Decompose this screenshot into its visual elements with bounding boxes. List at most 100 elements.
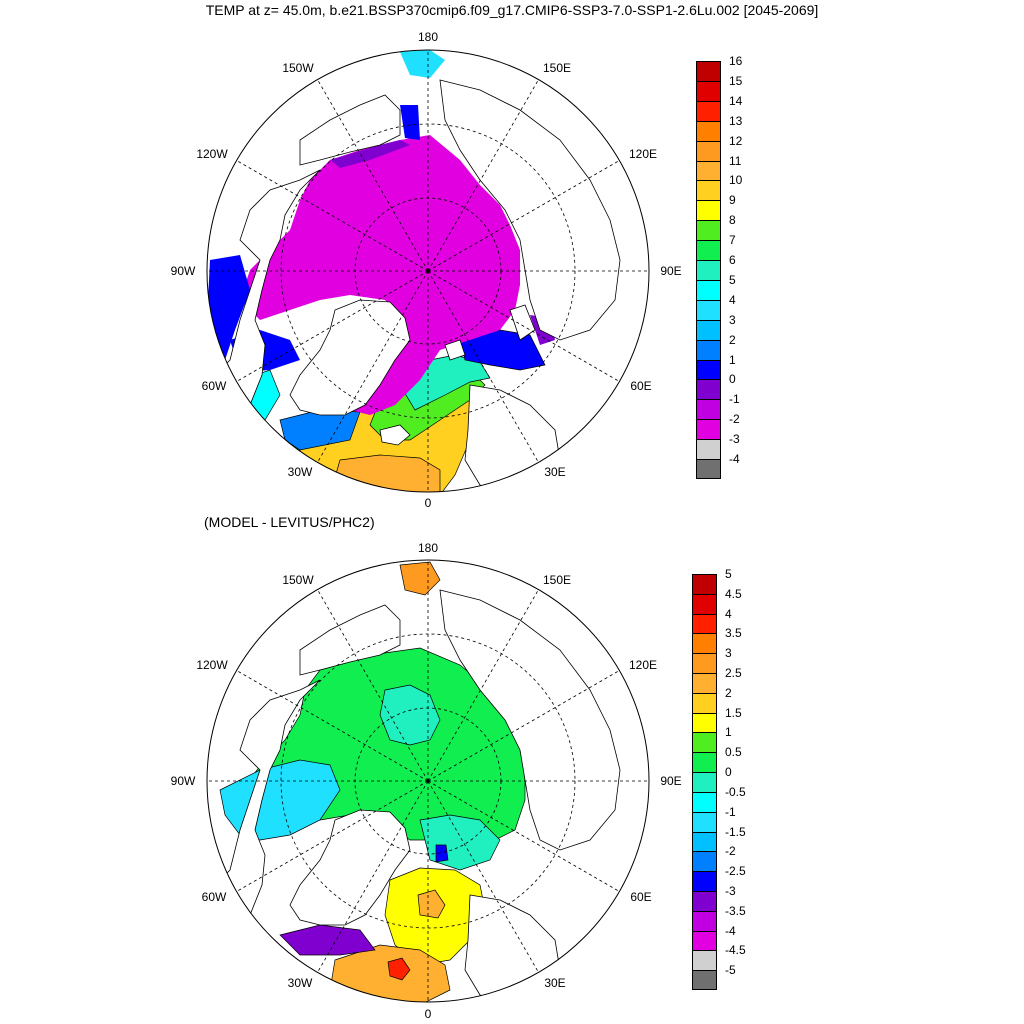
bottom-colorbar-label: -1 [725,804,736,819]
labrador-anomaly [279,924,376,956]
top-colorbar-swatch [696,279,721,300]
bottom-colorbar-swatch [692,633,717,654]
top-colorbar-swatch [696,140,721,161]
bering-cyan [400,50,445,78]
bottom-colorbar-swatch [692,791,717,812]
bottom-colorbar-label: -3 [725,883,736,898]
east-siberian-purple [330,140,410,168]
bottom-colorbar-swatch [692,653,717,674]
top-lon-label-120e: 120E [628,147,658,161]
top-colorbar-label: -1 [729,392,740,407]
bottom-colorbar-label: 3 [725,646,732,661]
bottom-colorbar-swatch [692,811,717,832]
nordic-orange-center [417,889,446,919]
bottom-colorbar-label: -1.5 [725,824,746,839]
bottom-lon-label-90e: 90E [660,774,682,788]
top-colorbar-swatch [696,80,721,101]
bottom-lon-label-0: 0 [424,1007,432,1021]
bottom-colorbar-label: 4.5 [725,586,742,601]
top-lon-label-180: 180 [417,30,439,44]
arctic-anomaly-green [239,647,526,841]
top-colorbar-swatch [696,459,721,479]
top-colorbar-label: -2 [729,412,740,427]
top-colorbar-swatch [696,339,721,360]
top-colorbar-label: 15 [729,73,743,88]
top-lon-label-60w: 60W [201,379,227,393]
bottom-colorbar-swatch [692,950,717,971]
top-map-panel: 180 150E 120E 90E 60E 30E 0 30W 60W 90W … [0,0,1024,510]
top-colorbar-swatch [696,419,721,440]
top-colorbar-swatch [696,61,721,81]
bering-blue [400,105,420,140]
top-colorbar-label: 9 [729,193,736,208]
bottom-lon-label-30e: 30E [544,976,566,990]
svalbard-land [444,339,466,361]
central-arctic-cyan [379,684,441,746]
bottom-colorbar-label: 0.5 [725,745,742,760]
bottom-colorbar-swatch [692,574,717,594]
bottom-colorbar-swatch [692,910,717,931]
scandinavia-land-b [464,894,561,1002]
top-colorbar-label: 6 [729,253,736,268]
top-colorbar-label: 14 [729,93,743,108]
bottom-colorbar-label: -5 [725,963,736,978]
top-colorbar-label: 7 [729,233,736,248]
bottom-lon-label-30w: 30W [287,976,313,990]
bottom-colorbar-swatch [692,712,717,733]
top-colorbar-swatch [696,220,721,241]
atlantic-orange-region [329,454,441,492]
barents-blue [459,329,546,371]
top-lon-label-90e: 90E [660,264,682,278]
bottom-colorbar-label: 5 [725,567,732,581]
bottom-colorbar-label: -0.5 [725,784,746,799]
top-lon-label-60e: 60E [630,379,652,393]
bottom-lon-label-90w: 90W [170,774,196,788]
bottom-colorbar-label: 1.5 [725,705,742,720]
top-lon-label-0: 0 [424,496,432,510]
bottom-lon-label-150w: 150W [282,573,314,587]
bottom-lon-label-60w: 60W [201,890,227,904]
bering-orange [399,561,441,596]
top-colorbar-label: 5 [729,272,736,287]
bottom-colorbar-label: -2.5 [725,864,746,879]
top-colorbar-label: 13 [729,113,743,128]
top-colorbar-swatch [696,359,721,380]
greenland-land-b [289,809,411,926]
archipelago-cyan [219,759,341,841]
alaska-land-b [299,604,401,676]
top-colorbar-swatch [696,439,721,460]
nordic-yellow [384,867,486,966]
iceland-land [379,424,411,446]
atlantic-red-core [387,957,411,981]
bottom-colorbar-label: 3.5 [725,626,742,641]
top-colorbar-label: 10 [729,173,743,188]
barents-cyan [419,814,501,871]
top-colorbar-swatch [696,399,721,420]
barents-blue-spot [435,844,449,863]
top-colorbar: 16 15 14 13 12 11 10 9 8 7 6 5 4 3 2 1 0 -1 -2 -3 -4 [696,54,776,481]
top-colorbar-label: -4 [729,452,740,467]
bottom-colorbar-swatch [692,692,717,713]
bottom-colorbar-label: 2.5 [725,666,742,681]
top-colorbar-label: 16 [729,54,743,68]
bottom-colorbar-swatch [692,871,717,891]
bottom-colorbar-swatch [692,673,717,693]
top-lon-label-120w: 120W [196,147,228,161]
top-colorbar-label: 3 [729,312,736,327]
bottom-colorbar-swatch [692,970,717,990]
bottom-lon-label-120e: 120E [628,658,658,672]
top-lon-label-150e: 150E [542,61,572,75]
top-lon-label-150w: 150W [282,61,314,75]
bottom-colorbar-label: -2 [725,844,736,859]
bottom-colorbar-swatch [692,890,717,911]
bottom-colorbar-swatch [692,831,717,852]
bottom-lon-label-60e: 60E [630,890,652,904]
figure-title: TEMP at z= 45.0m, b.e21.BSSP370cmip6.f09… [205,2,819,18]
canada-land-b [209,679,321,931]
bottom-colorbar-swatch [692,752,717,773]
bottom-colorbar-swatch [692,851,717,872]
bottom-lon-label-180: 180 [417,541,439,555]
top-colorbar-swatch [696,379,721,400]
bottom-graticule [207,560,649,1002]
canadian-archipelago-purple [208,255,250,360]
